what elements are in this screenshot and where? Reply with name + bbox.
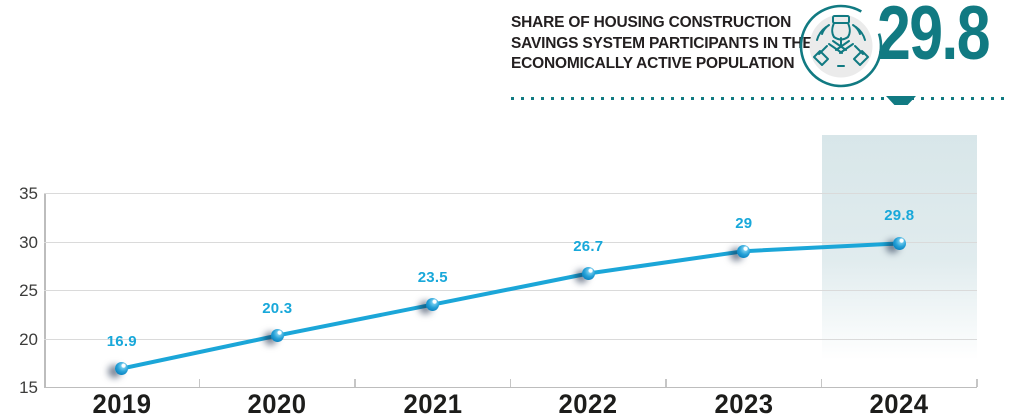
title-line-2: SAVINGS SYSTEM PARTICIPANTS IN THE (511, 34, 813, 52)
x-axis-tick (198, 379, 200, 387)
stat-value: 29.8 (877, 0, 991, 76)
x-category-label-2019: 2019 (92, 389, 152, 415)
series-line (119, 241, 902, 371)
y-tick-label-25: 25 (19, 281, 38, 300)
x-category-label-2024: 2024 (869, 389, 929, 415)
data-point-2023 (737, 244, 751, 258)
data-point-2019 (115, 362, 129, 376)
x-axis-tick (665, 379, 667, 387)
x-axis-tick (820, 379, 822, 387)
data-label-2019: 16.9 (106, 332, 137, 350)
gridline-35 (44, 193, 977, 194)
x-category-label-2020: 2020 (247, 389, 307, 415)
x-axis-tick (509, 379, 511, 387)
x-category-label-2023: 2023 (714, 389, 774, 415)
hands-savings-icon (798, 3, 884, 89)
stat-pointer-shape (886, 96, 916, 105)
x-category-label-2022: 2022 (558, 389, 618, 415)
dotted-divider (511, 97, 1011, 100)
gridline-20 (44, 338, 977, 340)
x-axis-line (44, 386, 977, 388)
data-point-2022 (581, 267, 595, 280)
title-line-3: ECONOMICALLY ACTIVE POPULATION (511, 55, 795, 72)
y-tick-label-20: 20 (19, 329, 38, 349)
data-point-2020 (270, 329, 284, 343)
gridline-30 (44, 241, 977, 243)
data-point-2024 (892, 236, 906, 250)
x-category-label-2021: 2021 (403, 389, 463, 415)
page-title: SHARE OF HOUSING CONSTRUCTION SAVINGS SY… (511, 13, 841, 75)
data-label-2021: 23.5 (417, 268, 448, 286)
data-label-2020: 20.3 (262, 299, 293, 317)
line-chart: 15 20 25 30 35 16.9 2019 20.3 2020 23.5 2021 26.7 20… (19, 135, 978, 415)
x-axis-tick (354, 379, 356, 387)
data-label-2023: 29 (735, 215, 753, 233)
data-label-2022: 26.7 (573, 237, 604, 255)
y-tick-label-15: 15 (19, 378, 38, 397)
x-axis-tick (976, 379, 978, 387)
y-tick-label-30: 30 (19, 232, 38, 252)
data-label-2024: 29.8 (884, 207, 915, 225)
title-line-1: SHARE OF HOUSING CONSTRUCTION (511, 14, 792, 31)
data-point-2021 (426, 298, 440, 312)
y-tick-label-35: 35 (19, 184, 38, 203)
